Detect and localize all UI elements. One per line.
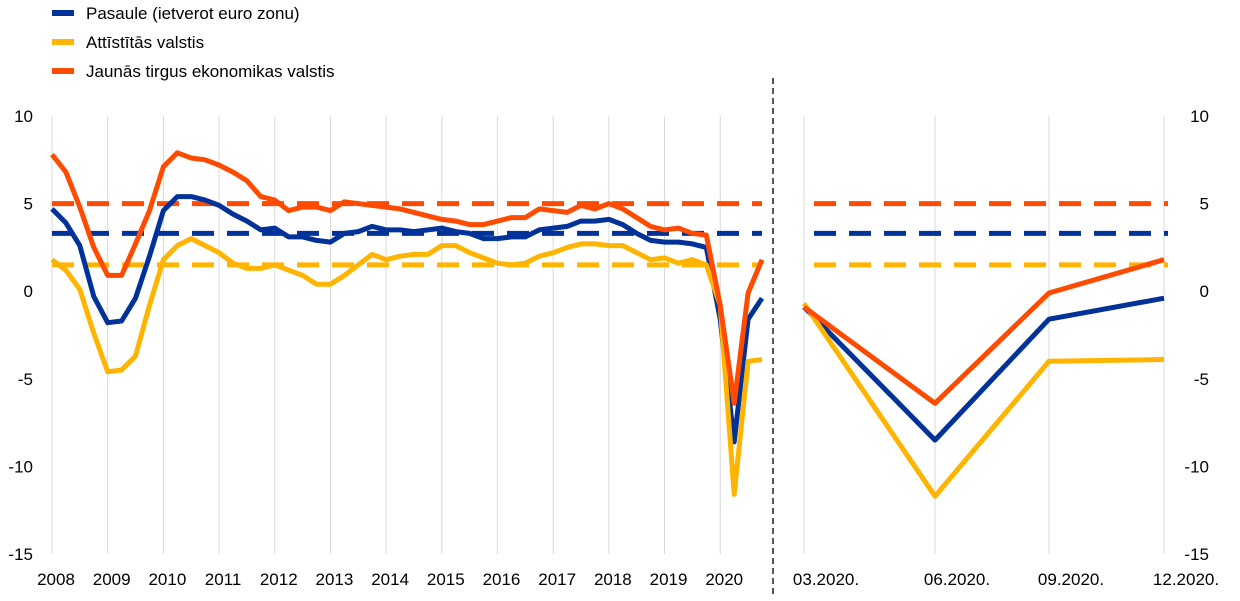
y-tick-right: -15	[1184, 545, 1209, 564]
series-line-left-pasaule-ietverot-euro-zonu	[50, 194, 765, 445]
x-tick-label-right: 06.2020.	[924, 570, 990, 589]
x-tick-label-left: 2018	[594, 570, 632, 589]
x-tick-label-left: 2017	[538, 570, 576, 589]
x-tick-label-left: 2019	[650, 570, 688, 589]
series-line-right-pasaule-ietverot-euro-zonu	[802, 295, 1165, 443]
x-tick-label-left: 2012	[260, 570, 298, 589]
series-line-right-jaunas-tirgus-ekonomikas-valstis	[802, 257, 1165, 406]
x-tick-label-left: 2009	[93, 570, 131, 589]
y-tick-left: -15	[8, 545, 33, 564]
x-tick-label-left: 2014	[371, 570, 409, 589]
y-tick-left: 10	[14, 107, 33, 126]
average-lines	[52, 201, 1168, 268]
y-tick-left: -10	[8, 457, 33, 476]
legend-label-jaunas-tirgus-ekonomikas-valstis: Jaunās tirgus ekonomikas valstis	[86, 62, 335, 81]
x-tick-label-left: 2010	[148, 570, 186, 589]
x-tick-label-right: 12.2020.	[1153, 570, 1219, 589]
x-tick-label-left: 2008	[37, 570, 75, 589]
y-tick-left: -5	[18, 370, 33, 389]
y-tick-right: -5	[1194, 370, 1209, 389]
series-line-left-jaunas-tirgus-ekonomikas-valstis	[50, 150, 765, 406]
axes: -15 -15 -10 -10 -5 -5 0 0 5 5 10 10 2008 2009 2010 2011…	[8, 107, 1219, 589]
y-tick-right: 0	[1200, 282, 1209, 301]
series-lines	[50, 150, 1165, 499]
y-tick-left: 0	[24, 282, 33, 301]
x-tick-label-left: 2016	[483, 570, 521, 589]
legend: Pasaule (ietverot euro zonu) Attīstītās v…	[52, 4, 335, 81]
y-tick-left: 5	[24, 195, 33, 214]
x-tick-label-left: 2013	[316, 570, 354, 589]
x-tick-label-right: 03.2020.	[793, 570, 859, 589]
y-tick-right: 10	[1190, 107, 1209, 126]
x-tick-label-right: 09.2020.	[1038, 570, 1104, 589]
x-tick-label-left: 2020	[705, 570, 743, 589]
y-tick-right: -10	[1184, 457, 1209, 476]
legend-label-pasaule-ietverot-euro-zonu: Pasaule (ietverot euro zonu)	[86, 4, 300, 23]
x-tick-label-left: 2015	[427, 570, 465, 589]
series-line-left-attistitas-valstis	[50, 236, 763, 497]
grid-lines	[51, 116, 1165, 554]
y-tick-right: 5	[1200, 195, 1209, 214]
series-line-right-attistitas-valstis	[801, 302, 1165, 499]
legend-label-attistitas-valstis: Attīstītās valstis	[86, 33, 204, 52]
x-tick-label-left: 2011	[205, 570, 242, 589]
